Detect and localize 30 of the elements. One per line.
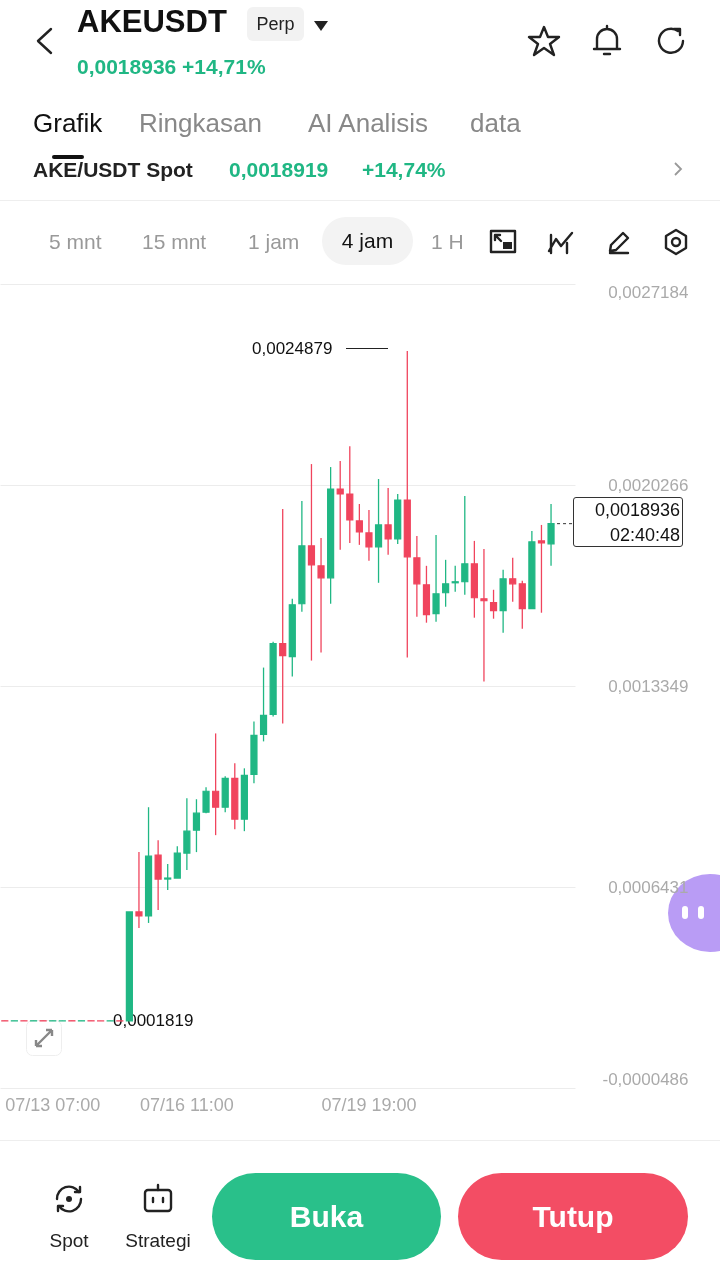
text: Perp — [247, 7, 304, 41]
y-tick-label: 0,0013349 — [608, 676, 689, 696]
chart-title: AKEUSDT — [77, 4, 227, 40]
text: 0,0018919 — [229, 158, 329, 182]
y-tick-label: 0,0020266 — [608, 475, 689, 495]
text: Tutup — [458, 1173, 688, 1260]
text: AI Analisis — [308, 108, 428, 139]
text: 15 mnt — [142, 230, 207, 254]
text: Buka — [212, 1173, 441, 1260]
chart-subtitle: 0,0018936 +14,71% — [77, 55, 266, 79]
text: AKE/USDT Spot — [33, 158, 193, 182]
x-tick-label: 07/13 07:00 — [5, 1094, 101, 1115]
y-tick-label: 0,0027184 — [608, 282, 689, 302]
text: Strategi — [124, 1230, 192, 1252]
annotation: 0,0001819 — [113, 1011, 194, 1031]
text: Grafik — [33, 108, 103, 139]
text: +14,74% — [362, 158, 446, 182]
text: 4 jam — [322, 217, 413, 265]
x-tick-label: 07/16 11:00 — [139, 1094, 234, 1115]
y-tick-label: -0,0000486 — [602, 1069, 689, 1089]
text: Ringkasan — [139, 108, 262, 139]
text: 1 jam — [248, 230, 300, 254]
text: 5 mnt — [49, 230, 102, 254]
annotation: 0,0024879 — [252, 339, 333, 359]
x-tick-label: 07/19 19:00 — [321, 1094, 417, 1115]
text: Spot — [48, 1230, 90, 1252]
text: 02:40:48 — [608, 523, 680, 547]
text: 1 H — [431, 230, 464, 254]
text: data — [470, 108, 521, 139]
ref-line-label: 0,0018936 — [593, 498, 680, 522]
